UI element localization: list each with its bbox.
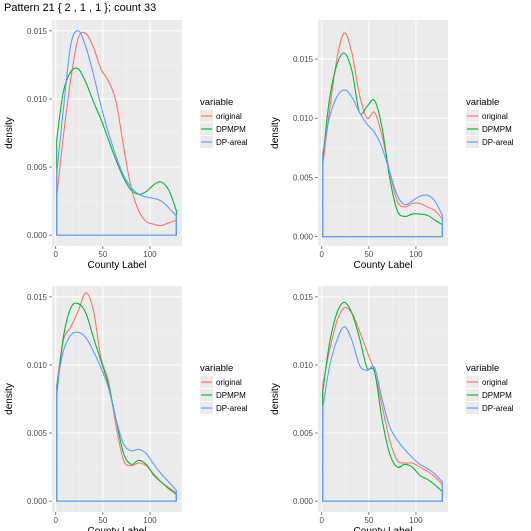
y-tick-label: 0.000 — [27, 231, 48, 240]
x-tick-label: 100 — [143, 250, 157, 259]
legend-label: DPMPM — [216, 125, 246, 134]
y-tick-label: 0.000 — [27, 497, 48, 506]
legend-label: DPMPM — [482, 391, 512, 400]
x-axis-label: County Label — [354, 526, 413, 531]
y-tick-label: 0.005 — [27, 429, 48, 438]
legend-title: variable — [200, 97, 233, 108]
chart-panel-1: Pattern 21 { 2 , 1 , 1 }; count 33 0 50 100… — [4, 2, 248, 271]
x-axis-label: County Label — [88, 526, 147, 531]
chart-panel-3: Pattern 23 { 2 , 1 , 3 }; count 22205010… — [4, 286, 248, 531]
legend-label: DP-areal — [482, 138, 514, 147]
x-tick-label: 50 — [98, 250, 107, 259]
x-tick-label: 0 — [320, 516, 325, 525]
y-tick-label: 0.010 — [27, 95, 48, 104]
x-tick-label: 0 — [54, 516, 59, 525]
chart-panel-4: Pattern 24 { 2 , 1 , 4 }; count 33305010… — [270, 286, 514, 531]
y-tick-label: 0.015 — [27, 293, 48, 302]
density-line-dpmpm — [322, 301, 443, 502]
y-tick-label: 0.005 — [27, 163, 48, 172]
x-tick-label: 50 — [364, 250, 373, 259]
y-tick-label: 0.000 — [293, 497, 314, 506]
y-tick-label: 0.005 — [293, 429, 314, 438]
y-axis-label: density — [270, 383, 281, 415]
legend-label: original — [482, 378, 508, 387]
x-tick-label: 100 — [143, 516, 157, 525]
legend-label: DP-areal — [216, 138, 248, 147]
y-axis-label: density — [4, 383, 15, 415]
x-tick-label: 50 — [98, 516, 107, 525]
x-tick-label: 0 — [54, 250, 59, 259]
density-line-original — [56, 292, 177, 502]
density-line-dp-areal — [56, 30, 177, 236]
legend-label: DP-areal — [216, 404, 248, 413]
x-tick-label: 0 — [320, 250, 325, 259]
x-tick-label: 100 — [409, 250, 423, 259]
legend-label: original — [216, 112, 242, 121]
chart-panel-2: Pattern 22 { 2 , 1 , 2 }; count 22905010… — [270, 20, 514, 271]
density-line-dpmpm — [56, 67, 177, 236]
legend-label: DP-areal — [482, 404, 514, 413]
y-tick-label: 0.010 — [293, 114, 314, 123]
density-line-dp-areal — [322, 89, 443, 238]
legend-title: variable — [200, 363, 233, 374]
legend-title: variable — [466, 363, 499, 374]
y-tick-label: 0.005 — [293, 173, 314, 182]
density-line-original — [56, 31, 177, 236]
x-axis-label: County Label — [354, 260, 413, 271]
density-line-original — [322, 32, 443, 238]
density-line-dpmpm — [322, 52, 443, 238]
legend-title: variable — [466, 97, 499, 108]
y-axis-label: density — [270, 117, 281, 149]
legend-label: DPMPM — [482, 125, 512, 134]
y-tick-label: 0.015 — [293, 55, 314, 64]
y-tick-label: 0.010 — [27, 361, 48, 370]
density-line-dp-areal — [56, 331, 177, 502]
legend-label: original — [216, 378, 242, 387]
y-tick-label: 0.000 — [293, 233, 314, 242]
density-line-dp-areal — [322, 326, 443, 502]
y-tick-label: 0.010 — [293, 361, 314, 370]
legend-label: DPMPM — [216, 391, 246, 400]
x-axis-label: County Label — [88, 260, 147, 271]
y-axis-label: density — [4, 117, 15, 149]
chart-title: Pattern 21 { 2 , 1 , 1 }; count 33 — [4, 2, 156, 14]
legend-label: original — [482, 112, 508, 121]
y-tick-label: 0.015 — [293, 293, 314, 302]
x-tick-label: 100 — [409, 516, 423, 525]
y-tick-label: 0.015 — [27, 27, 48, 36]
x-tick-label: 50 — [364, 516, 373, 525]
density-line-original — [322, 306, 443, 502]
